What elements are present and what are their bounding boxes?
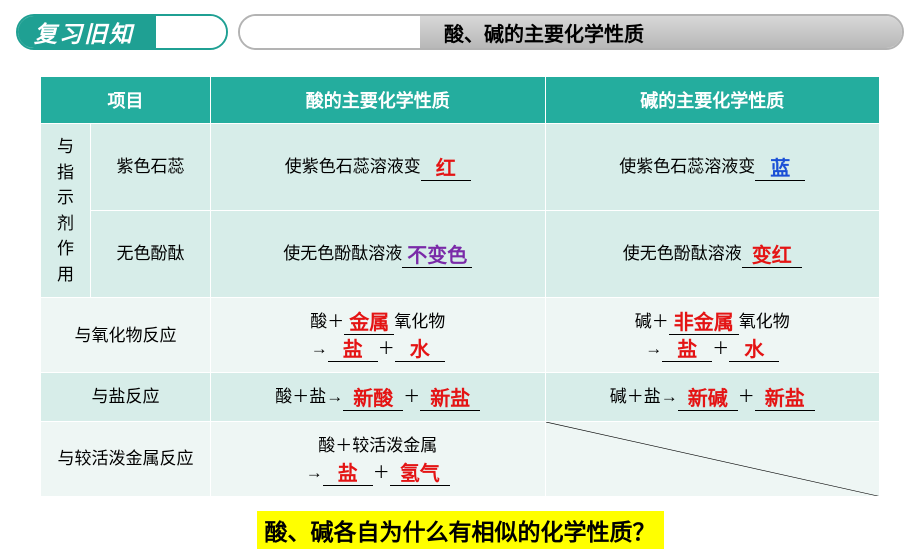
row-oxide: 与氧化物反应 酸＋金属氧化物 →盐＋水 碱＋非金属氧化物 →盐＋水: [41, 298, 880, 373]
header-acid: 酸的主要化学性质: [211, 77, 546, 124]
row-salt: 与盐反应 酸＋盐→新酸＋新盐 碱＋盐→新碱＋新盐: [41, 373, 880, 421]
salt-acid: 酸＋盐→新酸＋新盐: [211, 373, 546, 421]
phenol-base: 使无色酚酞溶液变红: [545, 211, 880, 298]
row-phenolphthalein: 无色酚酞 使无色酚酞溶液不变色 使无色酚酞溶液变红: [41, 211, 880, 298]
header-item: 项目: [41, 77, 211, 124]
litmus-label: 紫色石蕊: [91, 124, 211, 211]
properties-table: 项目 酸的主要化学性质 碱的主要化学性质 与指示剂作用 紫色石蕊 使紫色石蕊溶液…: [40, 76, 880, 497]
table-container: 项目 酸的主要化学性质 碱的主要化学性质 与指示剂作用 紫色石蕊 使紫色石蕊溶液…: [0, 50, 920, 497]
litmus-base: 使紫色石蕊溶液变蓝: [545, 124, 880, 211]
review-label: 复习旧知: [18, 16, 156, 48]
right-pill: 酸、碱的主要化学性质: [238, 14, 904, 50]
left-pill: 复习旧知: [16, 14, 228, 50]
oxide-base: 碱＋非金属氧化物 →盐＋水: [545, 298, 880, 373]
right-pill-blank: [240, 16, 420, 48]
metal-label: 与较活泼金属反应: [41, 421, 211, 496]
phenol-label: 无色酚酞: [91, 211, 211, 298]
slide-header: 复习旧知 酸、碱的主要化学性质: [0, 0, 920, 50]
footer-question: 酸、碱各自为什么有相似的化学性质？: [257, 511, 664, 549]
salt-label: 与盐反应: [41, 373, 211, 421]
left-pill-blank: [156, 16, 226, 48]
footer-question-wrap: 酸、碱各自为什么有相似的化学性质？: [0, 511, 920, 549]
header-base: 碱的主要化学性质: [545, 77, 880, 124]
row-metal: 与较活泼金属反应 酸＋较活泼金属 →盐＋氢气: [41, 421, 880, 496]
topic-label: 酸、碱的主要化学性质: [420, 16, 902, 48]
litmus-acid: 使紫色石蕊溶液变红: [211, 124, 546, 211]
metal-acid: 酸＋较活泼金属 →盐＋氢气: [211, 421, 546, 496]
indicator-group-label: 与指示剂作用: [41, 124, 91, 298]
row-litmus: 与指示剂作用 紫色石蕊 使紫色石蕊溶液变红 使紫色石蕊溶液变蓝: [41, 124, 880, 211]
oxide-label: 与氧化物反应: [41, 298, 211, 373]
salt-base: 碱＋盐→新碱＋新盐: [545, 373, 880, 421]
oxide-acid: 酸＋金属氧化物 →盐＋水: [211, 298, 546, 373]
phenol-acid: 使无色酚酞溶液不变色: [211, 211, 546, 298]
metal-base-empty: [545, 421, 880, 496]
